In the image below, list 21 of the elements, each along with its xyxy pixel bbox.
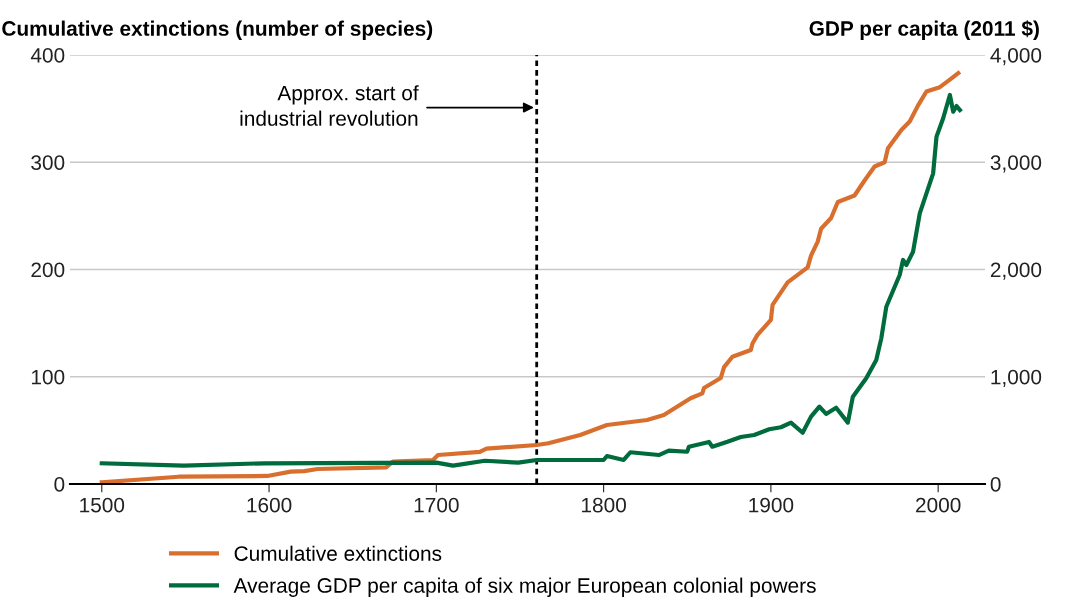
x-tick-label: 1800	[582, 497, 626, 513]
x-tick-label: 1700	[414, 497, 459, 513]
y2-tick-label: 1,000	[991, 369, 1042, 387]
x-tick-label: 1900	[749, 497, 794, 513]
y2-tick-label: 4,000	[990, 48, 1042, 66]
y2-tick-label: 0	[990, 477, 1001, 492]
x-tick-label: 1500	[80, 497, 125, 513]
y2-tick-label: 2,000	[990, 262, 1042, 280]
y-tick-label: 200	[31, 262, 65, 278]
y-tick-label: 300	[31, 155, 65, 170]
legend-label: Average GDP per capita of six major European colonial powers	[233, 577, 816, 597]
y-tick-label: 0	[54, 477, 65, 492]
legend-label: Cumulative extinctions	[234, 545, 442, 561]
y2-tick-label: 3,000	[990, 155, 1042, 173]
annotation: Approx. start of industrial revolution	[240, 85, 419, 126]
y-tick-label: 100	[31, 369, 65, 385]
y-tick-label: 400	[30, 48, 65, 63]
y2-axis-title: GDP per capita (2011 $)	[809, 20, 1039, 40]
x-tick-label: 2000	[916, 497, 961, 513]
y-axis-title: Cumulative extinctions (number of species)	[2, 20, 433, 40]
x-tick-label: 1600	[247, 497, 292, 513]
